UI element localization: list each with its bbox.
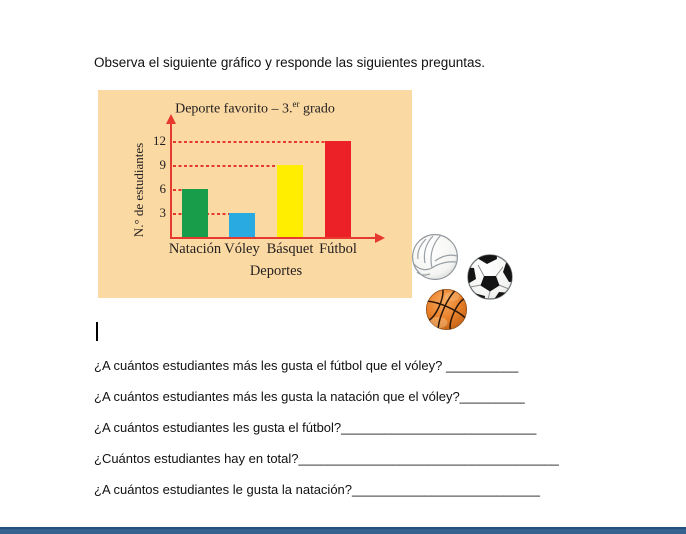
gridline-6 [173, 189, 182, 191]
chart-title: Deporte favorito – 3.er grado [98, 99, 412, 118]
bar-básquet [277, 165, 303, 237]
bar-natación [182, 189, 208, 237]
question-1-text: ¿A cuántos estudiantes más les gusta el … [94, 358, 443, 373]
x-labels: Natación Vóley Básquet Fútbol [168, 241, 382, 261]
window-bottom-edge [0, 527, 686, 534]
question-2: ¿A cuántos estudiantes más les gusta la … [94, 389, 525, 404]
y-tick-label-12: 12 [153, 133, 166, 148]
question-4-text: ¿Cuántos estudiantes hay en total? [94, 451, 299, 466]
intro-text: Observa el siguiente gráfico y responde … [94, 55, 485, 70]
gridline-9 [173, 165, 277, 167]
question-4-blank: ____________________________________ [298, 451, 559, 466]
x-axis-title: Deportes [249, 263, 303, 279]
x-tick-label-1: Natación [168, 241, 222, 257]
question-2-text: ¿A cuántos estudiantes más les gusta la … [94, 389, 460, 404]
soccer-ball-image [467, 254, 513, 300]
question-5-blank: __________________________ [352, 482, 540, 497]
basketball-image [425, 288, 468, 331]
y-tick-label-3: 3 [159, 205, 167, 220]
x-axis [170, 237, 376, 239]
x-tick-label-4: Fútbol [319, 241, 357, 257]
gridline-12 [173, 141, 325, 143]
y-tick-label-9: 9 [159, 157, 167, 172]
bar-chart-panel: Deporte favorito – 3.er grado N.° de est… [98, 90, 412, 298]
question-4: ¿Cuántos estudiantes hay en total?______… [94, 451, 559, 466]
volleyball-image [412, 234, 458, 280]
chart-title-superscript: er [292, 99, 300, 109]
question-3-text: ¿A cuántos estudiantes les gusta el fútb… [94, 420, 342, 435]
y-axis [170, 123, 172, 237]
x-tick-label-3: Básquet [266, 241, 314, 257]
bar-fútbol [325, 141, 351, 237]
question-5-text: ¿A cuántos estudiantes le gusta la natac… [94, 482, 353, 497]
y-tick-label-6: 6 [159, 181, 167, 196]
question-5: ¿A cuántos estudiantes le gusta la natac… [94, 482, 540, 497]
question-1: ¿A cuántos estudiantes más les gusta el … [94, 358, 518, 373]
bar-vóley [229, 213, 255, 237]
question-3: ¿A cuántos estudiantes les gusta el fútb… [94, 420, 536, 435]
chart-title-suffix: grado [299, 101, 335, 117]
plot-area [170, 90, 382, 237]
question-1-blank: __________ [442, 358, 519, 373]
text-cursor [96, 322, 98, 341]
x-tick-label-2: Vóley [224, 241, 260, 257]
chart-title-prefix: Deporte favorito – 3. [175, 101, 293, 117]
x-axis-arrow-icon [375, 233, 385, 243]
question-2-blank: _________ [459, 389, 525, 404]
y-axis-arrow-icon [166, 114, 176, 124]
question-3-blank: ___________________________ [341, 420, 537, 435]
